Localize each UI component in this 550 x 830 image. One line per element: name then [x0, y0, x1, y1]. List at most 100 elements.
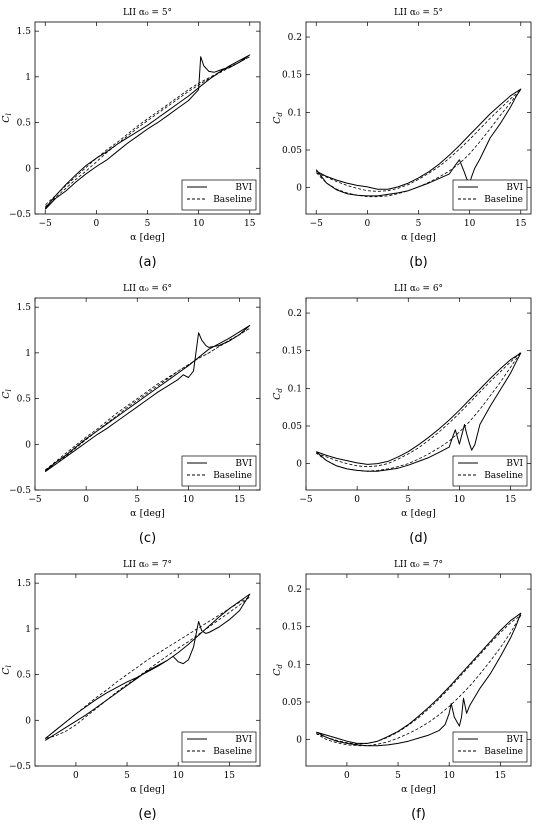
legend-box — [181, 455, 257, 487]
y-tick-label: 1 — [25, 625, 31, 635]
x-tick-label: −5 — [28, 495, 42, 505]
panel-label: (f) — [411, 807, 426, 822]
y-tick-label: 0.2 — [288, 33, 302, 43]
legend-label: BVI — [235, 459, 252, 469]
chart-panel-6: LII α₀ = 7° 0 5 10 15 0 0.05 0.1 0.15 0.2 α [deg] C… — [272, 560, 532, 822]
plot-frame — [34, 297, 261, 491]
series-line-baseline — [44, 56, 251, 207]
y-tick-label: 0 — [296, 460, 302, 470]
legend: BVI Baseline — [452, 455, 528, 487]
legend: BVI Baseline — [181, 455, 257, 487]
legend-label: BVI — [506, 183, 523, 193]
legend: BVI Baseline — [452, 731, 528, 763]
plot-frame — [34, 573, 261, 767]
series-line-bvi — [315, 352, 522, 472]
y-tick-label: 1 — [25, 349, 31, 359]
x-tick-label: 5 — [134, 495, 140, 505]
x-tick-label: 10 — [464, 219, 476, 229]
legend-label: BVI — [235, 735, 252, 745]
x-tick-label: 0 — [93, 219, 99, 229]
y-axis-label: Cd — [272, 112, 284, 124]
x-axis-label: α [deg] — [401, 784, 436, 795]
legend: BVI Baseline — [181, 731, 257, 763]
y-tick-label: 0 — [296, 184, 302, 194]
chart-title: LII α₀ = 5° — [123, 8, 172, 18]
legend-label: BVI — [235, 183, 252, 193]
x-tick-label: 0 — [364, 219, 370, 229]
y-axis-label: Cd — [272, 664, 284, 676]
x-tick-label: 5 — [405, 495, 411, 505]
y-tick-label: −0.5 — [9, 762, 31, 772]
x-tick-label: 15 — [234, 495, 246, 505]
x-tick-label: 0 — [354, 495, 360, 505]
chart-title: LII α₀ = 6° — [123, 284, 172, 294]
x-tick-label: 5 — [124, 771, 130, 781]
chart-title: LII α₀ = 6° — [394, 284, 443, 294]
y-tick-label: 1.5 — [17, 27, 32, 37]
x-tick-label: 15 — [224, 771, 236, 781]
series-line-baseline — [315, 89, 522, 198]
x-tick-label: 10 — [183, 495, 195, 505]
y-tick-label: 0 — [25, 440, 31, 450]
legend-box — [452, 455, 528, 487]
series-line-bvi — [315, 612, 522, 747]
x-tick-label: 5 — [145, 219, 151, 229]
y-tick-label: 0.2 — [288, 585, 302, 595]
panel-label: (c) — [139, 531, 156, 546]
legend-label: Baseline — [213, 471, 252, 481]
chart-panel-5: LII α₀ = 7° 0 5 10 15 −0.5 0 0.5 1 1.5 α [deg] Cl BV… — [1, 560, 261, 822]
x-tick-label: 10 — [193, 219, 205, 229]
y-tick-label: 0 — [25, 716, 31, 726]
x-tick-label: 0 — [344, 771, 350, 781]
panel-label: (e) — [138, 807, 156, 822]
x-tick-label: 15 — [495, 771, 507, 781]
legend-label: Baseline — [484, 195, 523, 205]
panel-label: (d) — [409, 531, 427, 546]
chart-title: LII α₀ = 7° — [123, 560, 172, 570]
y-axis-label: Cd — [272, 388, 284, 400]
x-axis-label: α [deg] — [130, 508, 165, 519]
x-tick-label: 10 — [172, 771, 184, 781]
x-axis-label: α [deg] — [130, 784, 165, 795]
chart-title: LII α₀ = 7° — [394, 560, 443, 570]
x-tick-label: 10 — [443, 771, 455, 781]
chart-panel-1: LII α₀ = 5° −5 0 5 10 15 −0.5 0 0.5 1 1.5 α [deg] Cl… — [1, 8, 261, 270]
x-tick-label: 0 — [73, 771, 79, 781]
x-axis-label: α [deg] — [130, 232, 165, 243]
y-tick-label: 0.05 — [282, 422, 302, 432]
y-tick-label: −0.5 — [9, 486, 31, 496]
y-tick-label: 0.1 — [288, 108, 302, 118]
y-tick-label: 1.5 — [17, 579, 32, 589]
y-tick-label: 0.15 — [282, 71, 302, 81]
x-tick-label: 5 — [416, 219, 422, 229]
x-axis-label: α [deg] — [401, 508, 436, 519]
x-axis-label: α [deg] — [401, 232, 436, 243]
y-tick-label: 0.5 — [17, 119, 32, 129]
y-tick-label: 0.15 — [282, 623, 302, 633]
y-axis-label: Cl — [1, 665, 13, 675]
legend-label: Baseline — [484, 471, 523, 481]
series-line-baseline — [44, 596, 251, 739]
legend: BVI Baseline — [181, 179, 257, 211]
series-line-baseline — [315, 615, 522, 747]
y-tick-label: 0.15 — [282, 347, 302, 357]
plot-frame — [305, 297, 532, 491]
y-tick-label: 0.05 — [282, 698, 302, 708]
x-tick-label: −5 — [39, 219, 53, 229]
plot-frame — [305, 573, 532, 767]
x-tick-label: −5 — [299, 495, 313, 505]
y-tick-label: 0.2 — [288, 309, 302, 319]
legend-label: BVI — [506, 459, 523, 469]
legend-box — [181, 179, 257, 211]
y-tick-label: 1.5 — [17, 303, 32, 313]
chart-panel-3: LII α₀ = 6° −5 0 5 10 15 −0.5 0 0.5 1 1.5 α [deg] Cl… — [1, 284, 261, 546]
y-tick-label: 1 — [25, 73, 31, 83]
y-tick-label: 0.1 — [288, 660, 302, 670]
panel-label: (b) — [409, 255, 427, 270]
x-tick-label: 15 — [244, 219, 256, 229]
x-tick-label: −5 — [310, 219, 324, 229]
x-tick-label: 10 — [454, 495, 466, 505]
y-tick-label: −0.5 — [9, 210, 31, 220]
y-tick-label: 0.5 — [17, 395, 32, 405]
